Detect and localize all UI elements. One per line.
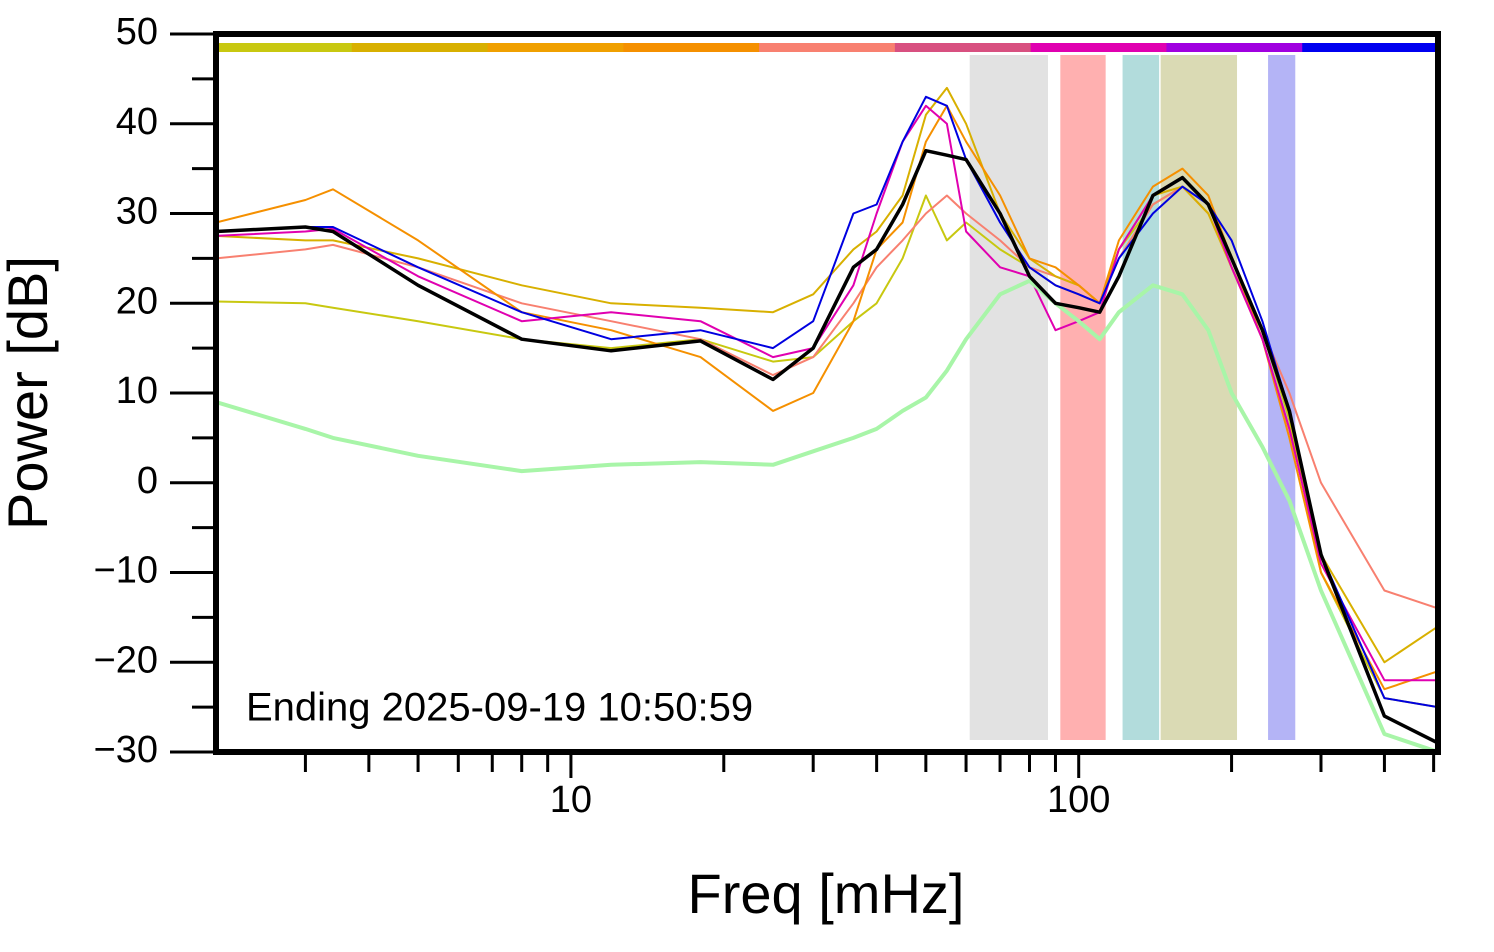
- top-bar-segment: [487, 43, 624, 52]
- band: [1060, 55, 1106, 740]
- y-tick-label: 10: [116, 370, 158, 412]
- top-bar-segment: [623, 43, 760, 52]
- plot-frame: [213, 31, 1441, 755]
- series-line: [216, 95, 1438, 709]
- y-tick-label: 30: [116, 191, 158, 233]
- top-bar-segment: [1030, 43, 1167, 52]
- top-bar-segment: [1302, 43, 1439, 52]
- y-tick-label: −10: [94, 550, 158, 592]
- band: [1122, 55, 1160, 740]
- top-bar-segment: [351, 43, 489, 52]
- top-bar-segment: [759, 43, 896, 52]
- x-tick-label: 100: [1047, 779, 1110, 821]
- y-tick-label: 0: [137, 460, 158, 502]
- top-bar-segment: [1166, 43, 1303, 52]
- band: [969, 55, 1048, 740]
- top-bar-segment: [894, 43, 1032, 52]
- x-tick-label: 10: [550, 779, 592, 821]
- y-tick-label: 40: [116, 101, 158, 143]
- series-line: [216, 86, 1438, 664]
- series-line: [216, 278, 1438, 752]
- y-tick-label: −20: [94, 639, 158, 681]
- y-tick-label: 20: [116, 280, 158, 322]
- top-bar-segment: [216, 43, 353, 52]
- series-line: [216, 185, 1438, 610]
- series-group: [216, 86, 1438, 752]
- series-line: [216, 104, 1438, 682]
- band: [1160, 55, 1238, 740]
- annotation: Ending 2025-09-19 10:50:59: [246, 686, 753, 730]
- y-axis-label: Power [dB]: [0, 256, 59, 530]
- y-tick-label: 50: [116, 11, 158, 53]
- x-axis-label: Freq [mHz]: [688, 862, 965, 925]
- series-line: [216, 148, 1438, 745]
- y-tick-label: −30: [94, 729, 158, 771]
- series-line: [216, 104, 1438, 691]
